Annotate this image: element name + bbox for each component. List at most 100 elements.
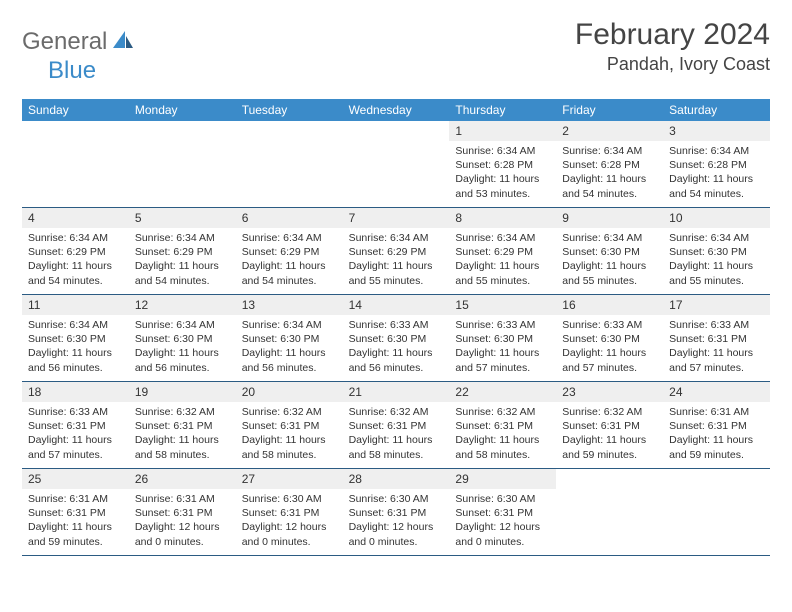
- day-cell: 25Sunrise: 6:31 AMSunset: 6:31 PMDayligh…: [22, 469, 129, 555]
- weeks-container: 1Sunrise: 6:34 AMSunset: 6:28 PMDaylight…: [22, 121, 770, 556]
- day-number: [129, 121, 236, 141]
- day-cell: 19Sunrise: 6:32 AMSunset: 6:31 PMDayligh…: [129, 382, 236, 468]
- sunrise-text: Sunrise: 6:32 AM: [349, 405, 444, 419]
- day-number: 13: [236, 295, 343, 315]
- day-body: Sunrise: 6:32 AMSunset: 6:31 PMDaylight:…: [236, 402, 343, 462]
- day-number: 19: [129, 382, 236, 402]
- sunrise-text: Sunrise: 6:34 AM: [242, 231, 337, 245]
- sunrise-text: Sunrise: 6:31 AM: [28, 492, 123, 506]
- day-cell: 3Sunrise: 6:34 AMSunset: 6:28 PMDaylight…: [663, 121, 770, 207]
- sunrise-text: Sunrise: 6:33 AM: [349, 318, 444, 332]
- daylight-text: Daylight: 11 hours and 54 minutes.: [669, 172, 764, 200]
- day-body: Sunrise: 6:34 AMSunset: 6:29 PMDaylight:…: [236, 228, 343, 288]
- day-body: Sunrise: 6:34 AMSunset: 6:30 PMDaylight:…: [22, 315, 129, 375]
- sunset-text: Sunset: 6:31 PM: [669, 419, 764, 433]
- daylight-text: Daylight: 11 hours and 56 minutes.: [242, 346, 337, 374]
- daylight-text: Daylight: 11 hours and 57 minutes.: [562, 346, 657, 374]
- sunset-text: Sunset: 6:29 PM: [28, 245, 123, 259]
- day-body: Sunrise: 6:33 AMSunset: 6:30 PMDaylight:…: [343, 315, 450, 375]
- day-body: Sunrise: 6:33 AMSunset: 6:30 PMDaylight:…: [449, 315, 556, 375]
- day-body: Sunrise: 6:33 AMSunset: 6:31 PMDaylight:…: [663, 315, 770, 375]
- calendar: Sunday Monday Tuesday Wednesday Thursday…: [22, 99, 770, 556]
- sunset-text: Sunset: 6:29 PM: [455, 245, 550, 259]
- day-cell: 29Sunrise: 6:30 AMSunset: 6:31 PMDayligh…: [449, 469, 556, 555]
- logo-part2: Blue: [48, 57, 96, 85]
- day-number: 20: [236, 382, 343, 402]
- day-cell: 8Sunrise: 6:34 AMSunset: 6:29 PMDaylight…: [449, 208, 556, 294]
- sunrise-text: Sunrise: 6:32 AM: [562, 405, 657, 419]
- day-body: Sunrise: 6:34 AMSunset: 6:29 PMDaylight:…: [343, 228, 450, 288]
- day-number: 8: [449, 208, 556, 228]
- sunrise-text: Sunrise: 6:31 AM: [135, 492, 230, 506]
- sunset-text: Sunset: 6:31 PM: [669, 332, 764, 346]
- day-body: Sunrise: 6:32 AMSunset: 6:31 PMDaylight:…: [556, 402, 663, 462]
- sunrise-text: Sunrise: 6:34 AM: [28, 318, 123, 332]
- weekday-thu: Thursday: [449, 99, 556, 121]
- day-cell: 16Sunrise: 6:33 AMSunset: 6:30 PMDayligh…: [556, 295, 663, 381]
- daylight-text: Daylight: 11 hours and 55 minutes.: [562, 259, 657, 287]
- daylight-text: Daylight: 11 hours and 57 minutes.: [28, 433, 123, 461]
- sunset-text: Sunset: 6:31 PM: [135, 419, 230, 433]
- weekday-header: Sunday Monday Tuesday Wednesday Thursday…: [22, 99, 770, 121]
- daylight-text: Daylight: 11 hours and 58 minutes.: [135, 433, 230, 461]
- day-number: 7: [343, 208, 450, 228]
- sunrise-text: Sunrise: 6:33 AM: [562, 318, 657, 332]
- sunset-text: Sunset: 6:31 PM: [455, 506, 550, 520]
- day-cell: 12Sunrise: 6:34 AMSunset: 6:30 PMDayligh…: [129, 295, 236, 381]
- sunset-text: Sunset: 6:29 PM: [349, 245, 444, 259]
- day-cell: [556, 469, 663, 555]
- weekday-fri: Friday: [556, 99, 663, 121]
- sunrise-text: Sunrise: 6:34 AM: [242, 318, 337, 332]
- sunset-text: Sunset: 6:30 PM: [28, 332, 123, 346]
- day-body: Sunrise: 6:34 AMSunset: 6:28 PMDaylight:…: [556, 141, 663, 201]
- day-cell: 26Sunrise: 6:31 AMSunset: 6:31 PMDayligh…: [129, 469, 236, 555]
- day-number: 15: [449, 295, 556, 315]
- sunrise-text: Sunrise: 6:32 AM: [242, 405, 337, 419]
- day-cell: [129, 121, 236, 207]
- sunset-text: Sunset: 6:30 PM: [669, 245, 764, 259]
- day-body: Sunrise: 6:33 AMSunset: 6:30 PMDaylight:…: [556, 315, 663, 375]
- day-body: Sunrise: 6:34 AMSunset: 6:28 PMDaylight:…: [449, 141, 556, 201]
- day-body: Sunrise: 6:31 AMSunset: 6:31 PMDaylight:…: [129, 489, 236, 549]
- day-body: Sunrise: 6:31 AMSunset: 6:31 PMDaylight:…: [22, 489, 129, 549]
- day-number: 9: [556, 208, 663, 228]
- weekday-tue: Tuesday: [236, 99, 343, 121]
- sunset-text: Sunset: 6:31 PM: [135, 506, 230, 520]
- day-number: 24: [663, 382, 770, 402]
- day-body: Sunrise: 6:34 AMSunset: 6:30 PMDaylight:…: [129, 315, 236, 375]
- sunset-text: Sunset: 6:31 PM: [242, 506, 337, 520]
- sunset-text: Sunset: 6:30 PM: [455, 332, 550, 346]
- day-number: 5: [129, 208, 236, 228]
- day-cell: [343, 121, 450, 207]
- day-cell: 22Sunrise: 6:32 AMSunset: 6:31 PMDayligh…: [449, 382, 556, 468]
- sunrise-text: Sunrise: 6:34 AM: [28, 231, 123, 245]
- daylight-text: Daylight: 11 hours and 56 minutes.: [349, 346, 444, 374]
- day-cell: 1Sunrise: 6:34 AMSunset: 6:28 PMDaylight…: [449, 121, 556, 207]
- day-number: 28: [343, 469, 450, 489]
- day-cell: 9Sunrise: 6:34 AMSunset: 6:30 PMDaylight…: [556, 208, 663, 294]
- sunrise-text: Sunrise: 6:33 AM: [455, 318, 550, 332]
- day-cell: 28Sunrise: 6:30 AMSunset: 6:31 PMDayligh…: [343, 469, 450, 555]
- day-number: 12: [129, 295, 236, 315]
- day-number: 23: [556, 382, 663, 402]
- daylight-text: Daylight: 11 hours and 57 minutes.: [669, 346, 764, 374]
- day-number: 17: [663, 295, 770, 315]
- sunrise-text: Sunrise: 6:34 AM: [562, 231, 657, 245]
- location: Pandah, Ivory Coast: [575, 54, 770, 75]
- day-cell: 20Sunrise: 6:32 AMSunset: 6:31 PMDayligh…: [236, 382, 343, 468]
- sunset-text: Sunset: 6:28 PM: [562, 158, 657, 172]
- day-number: 26: [129, 469, 236, 489]
- day-number: [556, 469, 663, 489]
- daylight-text: Daylight: 11 hours and 57 minutes.: [455, 346, 550, 374]
- day-body: Sunrise: 6:34 AMSunset: 6:29 PMDaylight:…: [449, 228, 556, 288]
- day-cell: 5Sunrise: 6:34 AMSunset: 6:29 PMDaylight…: [129, 208, 236, 294]
- sunset-text: Sunset: 6:30 PM: [135, 332, 230, 346]
- sunset-text: Sunset: 6:31 PM: [349, 419, 444, 433]
- day-number: 16: [556, 295, 663, 315]
- day-body: Sunrise: 6:31 AMSunset: 6:31 PMDaylight:…: [663, 402, 770, 462]
- week-row: 18Sunrise: 6:33 AMSunset: 6:31 PMDayligh…: [22, 382, 770, 469]
- day-cell: [236, 121, 343, 207]
- day-body: Sunrise: 6:30 AMSunset: 6:31 PMDaylight:…: [449, 489, 556, 549]
- day-cell: 13Sunrise: 6:34 AMSunset: 6:30 PMDayligh…: [236, 295, 343, 381]
- daylight-text: Daylight: 11 hours and 54 minutes.: [135, 259, 230, 287]
